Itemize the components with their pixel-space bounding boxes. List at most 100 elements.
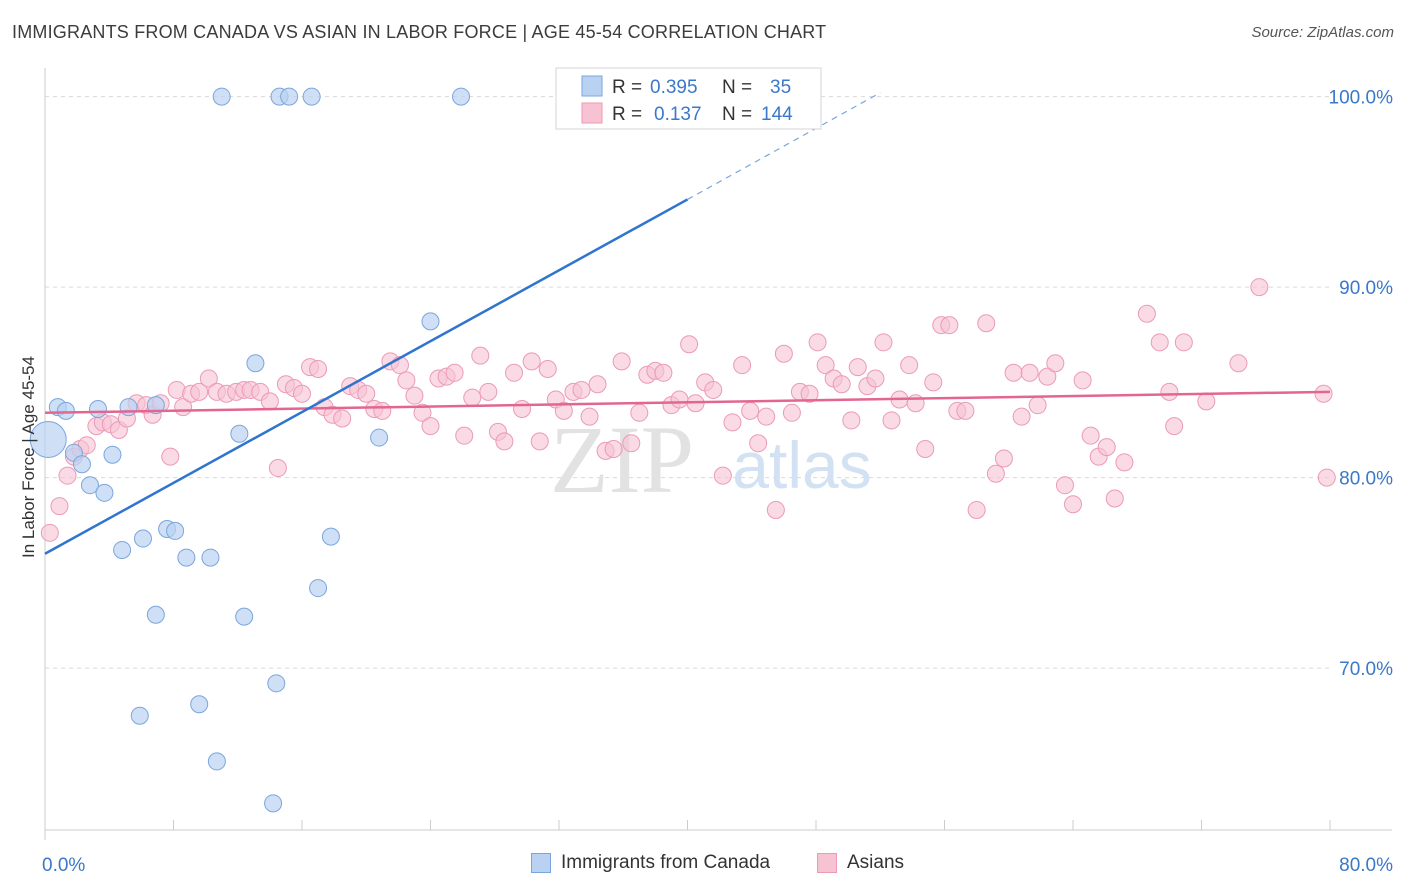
asians-point [455,426,474,445]
asians-point [604,440,623,458]
canada-point [235,607,254,626]
bottom-legend-item-asians: Asians [817,852,904,874]
grid-lines [45,96,1330,669]
asians-point [1174,333,1193,352]
bottom-legend-swatch-canada [531,853,551,873]
canada-point [212,87,231,106]
asians-point [588,375,607,394]
asians-point [495,432,514,451]
asians-point [293,384,311,403]
asians-point [513,399,532,418]
canada-point [452,87,471,106]
asians-point [260,392,279,411]
canada-point [370,428,389,447]
asians-point [161,447,180,466]
asians-point [505,363,524,382]
legend-r-label-pink: R = [612,104,642,125]
canada-point [133,529,152,548]
y-tick-label: 70.0% [1339,659,1393,680]
asians-point [670,390,689,409]
asians-point [333,409,352,428]
asians-point [357,384,376,403]
canada-point [103,445,122,464]
asians-point [572,380,591,399]
asians-point [741,401,760,420]
canada-point [146,605,165,624]
asians-point [956,401,975,420]
canada-trend-extension [687,92,881,200]
asians-point [940,316,959,335]
canada-point [177,548,196,567]
asians-point [924,373,943,392]
asians-point [900,356,919,375]
asians-point [749,434,768,453]
asians-point [842,411,861,430]
asians-point [58,466,77,485]
y-tick-label: 100.0% [1329,88,1394,109]
legend-r-value-pink: 0.137 [654,104,702,125]
asians-point [1097,438,1116,457]
y-tick-label: 80.0% [1339,469,1393,490]
asians-point [1317,468,1336,487]
asians-point [832,375,851,394]
legend-swatch-blue [581,75,603,97]
asians-point [471,346,490,365]
asians-point [866,369,885,388]
asians-point [268,459,287,478]
bottom-legend-swatch-asians [817,853,837,873]
asians-point [766,500,785,519]
asians-point [1004,363,1023,382]
asians-point [680,335,699,354]
legend-swatch-pink [581,102,603,124]
asians-point [479,382,498,401]
asians-point [50,497,69,516]
asians-point [1197,392,1216,411]
asians-point [1105,489,1124,508]
asians-point [757,407,776,426]
canada-point [119,398,138,417]
canada-point [302,87,321,106]
canada-point [267,674,286,693]
asians-point [1150,333,1169,352]
asians-point [554,401,573,420]
asians-point [1314,384,1333,403]
asians-point [421,417,440,436]
asians-point [1081,426,1100,445]
asians-point [1028,396,1047,415]
asians-point [580,407,599,426]
asians-point [986,464,1005,483]
canada-point [56,401,75,420]
legend-r-label-blue: R = [612,77,642,98]
asians-point [713,466,732,485]
canada-trend-line [44,198,689,555]
asians-point [522,352,541,371]
asians-point [654,363,673,382]
asians-point [190,382,209,401]
bottom-legend-item-canada: Immigrants from Canada [531,852,770,874]
canada-point [29,420,67,458]
bottom-legend-label-asians: Asians [847,852,905,873]
asians-point [630,403,649,422]
asians-point [1250,278,1269,297]
canada-point [246,354,265,373]
asians-point [445,363,464,382]
x-tick-label: 0.0% [42,855,85,876]
asians-point [1055,476,1074,495]
asians-point [977,314,996,333]
asians-point [916,440,935,458]
legend-n-label-pink: N = [722,104,752,125]
canada-points [29,87,471,813]
asians-point [848,358,867,377]
asians-point [1038,367,1057,386]
asians-point [1137,304,1156,323]
asians-point [622,434,641,453]
asians-point [967,500,986,519]
axes [44,68,1392,840]
canada-point [321,527,340,546]
source-label: Source: ZipAtlas.com [1251,24,1394,41]
canada-point [113,540,132,559]
canada-point [207,752,226,771]
legend-n-label-blue: N = [722,77,752,98]
canada-point [130,706,149,725]
